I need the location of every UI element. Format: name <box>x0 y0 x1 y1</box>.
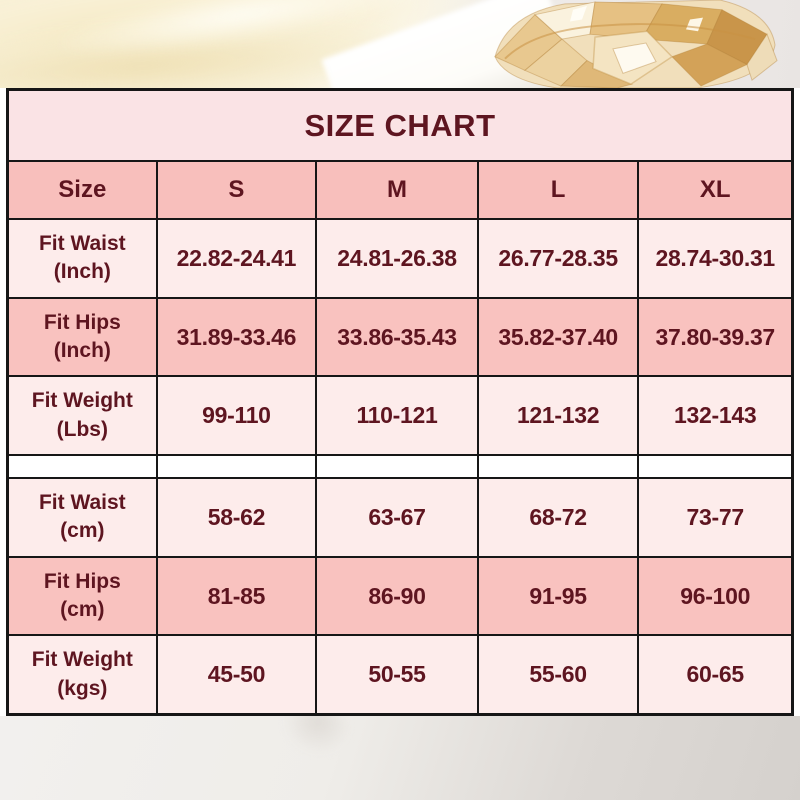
value-cell: 58-62 <box>155 479 316 556</box>
header-cell-l: L <box>476 162 638 218</box>
size-chart-title-text: SIZE CHART <box>304 107 496 143</box>
separator-cell <box>476 456 638 478</box>
background-photo-top <box>0 0 800 88</box>
value-cell: 91-95 <box>476 557 638 635</box>
row-label-cell: Fit Waist (Inch) <box>9 220 156 297</box>
row-label: Fit Weight <box>31 389 133 413</box>
value-cell: 37.80-39.37 <box>637 298 791 376</box>
separator-cell <box>9 456 156 477</box>
value-cell: 68-72 <box>476 479 638 556</box>
size-row-fit-hips-cm: Fit Hips (cm) 81-85 86-90 91-95 96-100 <box>9 555 791 635</box>
row-label: Fit Hips <box>43 310 121 334</box>
size-row-fit-waist-cm: Fit Waist (cm) 58-62 63-67 68-72 73-77 <box>9 477 791 556</box>
value-cell: 50-55 <box>315 636 477 714</box>
separator-cell <box>315 456 477 478</box>
header-cell-s: S <box>155 162 316 218</box>
value-cell: 26.77-28.35 <box>476 220 638 297</box>
value-cell: 31.89-33.46 <box>155 298 316 376</box>
row-label: Fit Weight <box>31 648 133 672</box>
row-unit: (cm) <box>60 519 105 543</box>
row-label-cell: Fit Hips (Inch) <box>9 299 156 376</box>
size-row-fit-hips-inch: Fit Hips (Inch) 31.89-33.46 33.86-35.43 35.8… <box>9 296 791 376</box>
separator-cell <box>637 456 791 478</box>
value-cell: 22.82-24.41 <box>155 220 316 297</box>
row-label-cell: Fit Weight (Lbs) <box>9 377 156 454</box>
background-photo-bottom <box>0 716 800 800</box>
separator-cell <box>155 456 316 478</box>
row-label: Fit Waist <box>38 231 126 255</box>
unit-separator-row <box>9 454 791 478</box>
surface-shadow-decor <box>274 716 356 765</box>
value-cell: 63-67 <box>315 479 477 556</box>
value-cell: 96-100 <box>637 557 791 635</box>
row-unit: (Inch) <box>53 339 111 362</box>
value-cell: 35.82-37.40 <box>476 298 638 376</box>
size-chart-table: SIZE CHART Size S M L XL Fit Waist (Inch) 22.8… <box>6 88 794 716</box>
row-unit: (Inch) <box>53 260 111 284</box>
row-unit: (Lbs) <box>56 417 108 441</box>
size-row-fit-waist-inch: Fit Waist (Inch) 22.82-24.41 24.81-26.38 26.… <box>9 218 791 297</box>
header-cell-size: Size <box>58 176 107 203</box>
value-cell: 99-110 <box>155 377 316 455</box>
value-cell: 121-132 <box>476 377 638 455</box>
row-unit: (cm) <box>60 598 105 622</box>
row-label: Fit Hips <box>43 569 121 593</box>
value-cell: 60-65 <box>637 636 791 714</box>
value-cell: 24.81-26.38 <box>315 220 477 297</box>
size-row-fit-weight-lbs: Fit Weight (Lbs) 99-110 110-121 121-132 132-1… <box>9 375 791 455</box>
value-cell: 45-50 <box>155 636 316 714</box>
value-cell: 55-60 <box>476 636 638 714</box>
row-label-cell: Fit Weight (kgs) <box>9 636 156 713</box>
row-label-cell: Fit Waist (cm) <box>9 479 156 556</box>
value-cell: 33.86-35.43 <box>315 298 477 376</box>
row-label: Fit Waist <box>38 491 126 514</box>
value-cell: 110-121 <box>315 377 477 455</box>
header-cell-m: M <box>315 162 477 218</box>
size-row-fit-weight-kgs: Fit Weight (kgs) 45-50 50-55 55-60 60-65 <box>9 634 791 714</box>
value-cell: 86-90 <box>315 557 477 635</box>
header-cell-xl: XL <box>637 162 791 218</box>
value-cell: 81-85 <box>155 557 316 635</box>
row-label-cell: Fit Hips (cm) <box>9 558 156 635</box>
amber-crystal-glass-decor <box>494 0 778 88</box>
table-header-row: Size S M L XL <box>9 160 791 218</box>
value-cell: 132-143 <box>637 377 791 455</box>
value-cell: 28.74-30.31 <box>637 220 791 297</box>
row-unit: (kgs) <box>57 676 108 700</box>
value-cell: 73-77 <box>637 479 791 556</box>
size-chart-title: SIZE CHART <box>9 91 791 160</box>
